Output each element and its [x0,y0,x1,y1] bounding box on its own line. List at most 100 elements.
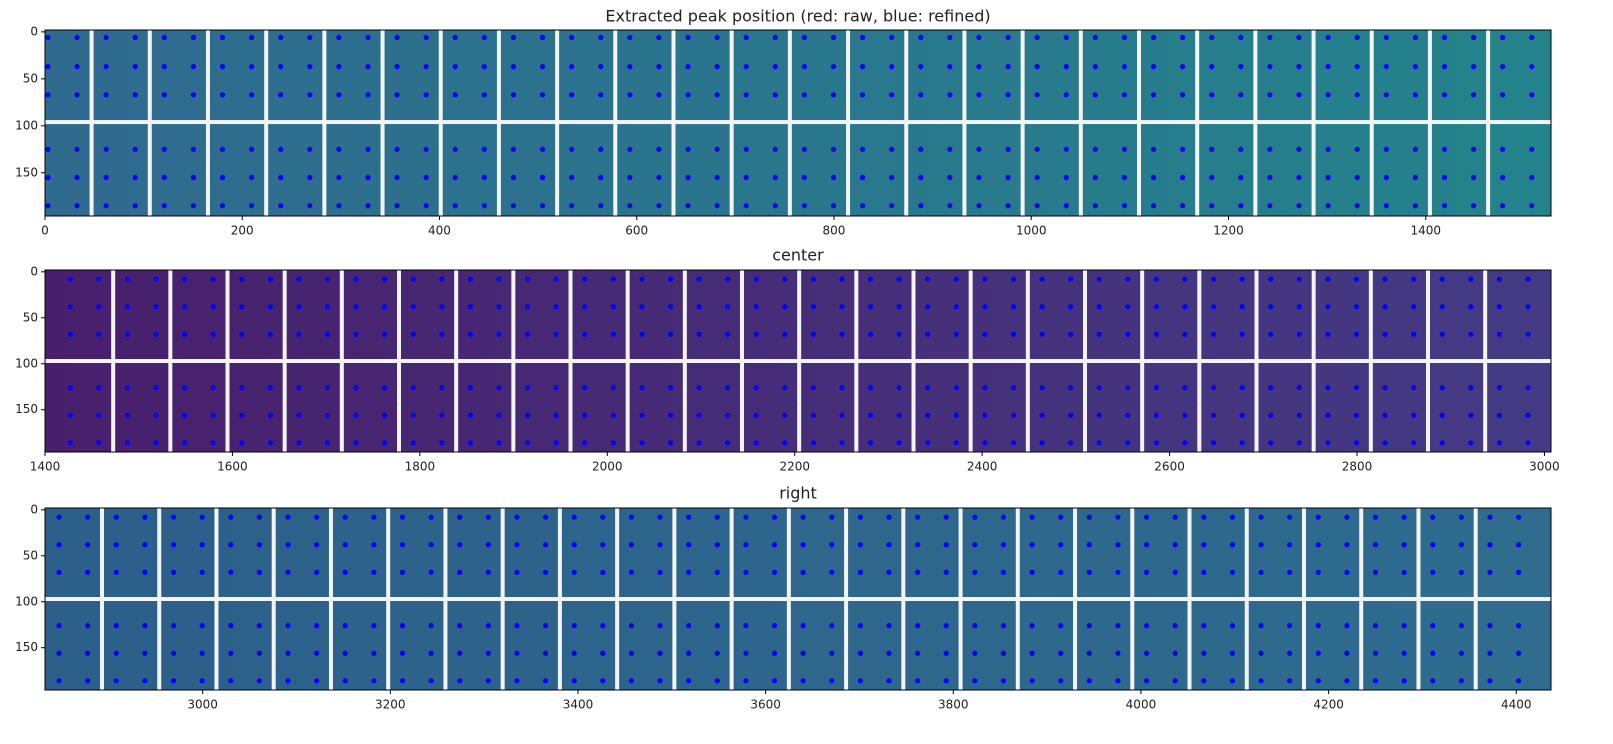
peak [972,678,978,684]
peak [627,174,633,181]
peak [714,542,720,548]
peak [982,276,988,282]
peak [857,678,863,684]
peak [1441,174,1448,181]
peak [953,385,959,391]
x-tick-label: 1000 [1016,224,1047,238]
peak [1121,174,1128,181]
peak [868,440,874,446]
peak [1258,623,1264,629]
peak [686,650,692,656]
peak [1287,623,1293,629]
peak [1372,514,1379,520]
peak [972,514,978,520]
peak [1382,440,1388,446]
peak [1238,203,1244,209]
peak [1383,64,1389,70]
peak [857,514,863,520]
peak [667,331,674,337]
peak [1258,650,1264,656]
peak [714,174,720,181]
peak [1315,569,1321,575]
peak [399,569,406,575]
peak [267,276,273,282]
peak [1153,276,1160,282]
peak [267,385,273,391]
peak [219,203,226,209]
peak [1430,514,1436,520]
peak [1325,276,1331,282]
peak [199,542,205,548]
peak [656,34,662,41]
y-tick-label: 0 [30,264,38,278]
peak [1382,276,1388,282]
peak [142,678,148,684]
peak [915,623,921,629]
peak [1529,92,1535,98]
peak [428,678,434,684]
peak [1529,146,1535,152]
peak [1039,412,1045,418]
peak [1115,650,1121,656]
peak [1439,412,1445,418]
peak [1525,385,1531,391]
peak [918,92,924,98]
peak [1010,385,1017,391]
peak [342,650,348,656]
peak [639,385,645,391]
peak [74,174,80,181]
peak [1401,623,1407,629]
peak [743,34,749,41]
peak [542,569,549,575]
peak [598,174,604,181]
peak [868,412,874,418]
peak [925,412,931,418]
peak [600,623,606,629]
peak [553,331,559,337]
peak [525,276,531,282]
peak [336,34,342,41]
peak [314,514,320,520]
peak [67,276,73,282]
peak [371,569,377,575]
peak [982,304,988,310]
peak [219,34,226,41]
peak [1238,174,1244,181]
peak [667,440,674,446]
peak [210,276,216,282]
peak [510,92,517,98]
peak [1267,146,1273,152]
peak [1372,569,1379,575]
peak [56,623,62,629]
peak [753,331,759,337]
peak [1092,146,1098,152]
peak [1354,34,1360,41]
peak [714,64,720,70]
peak [182,304,188,310]
x-tick-label: 1800 [405,460,436,474]
peak [371,542,377,548]
peak [1150,92,1157,98]
peak [342,542,348,548]
peak [918,146,924,152]
peak [307,174,313,181]
peak [896,440,902,446]
peak [1458,542,1464,548]
peak [1182,331,1188,337]
peak [1458,678,1464,684]
peak [657,569,663,575]
peak [1005,174,1011,181]
peak [725,331,731,337]
peak [1470,174,1477,181]
peak [656,203,662,209]
peak [1229,569,1236,575]
panel-title: center [772,246,824,265]
peak [953,440,959,446]
peak [925,276,931,282]
peak [725,440,731,446]
peak [56,650,62,656]
peak [342,678,348,684]
peak [1383,174,1389,181]
peak [830,64,837,70]
peak [439,331,445,337]
